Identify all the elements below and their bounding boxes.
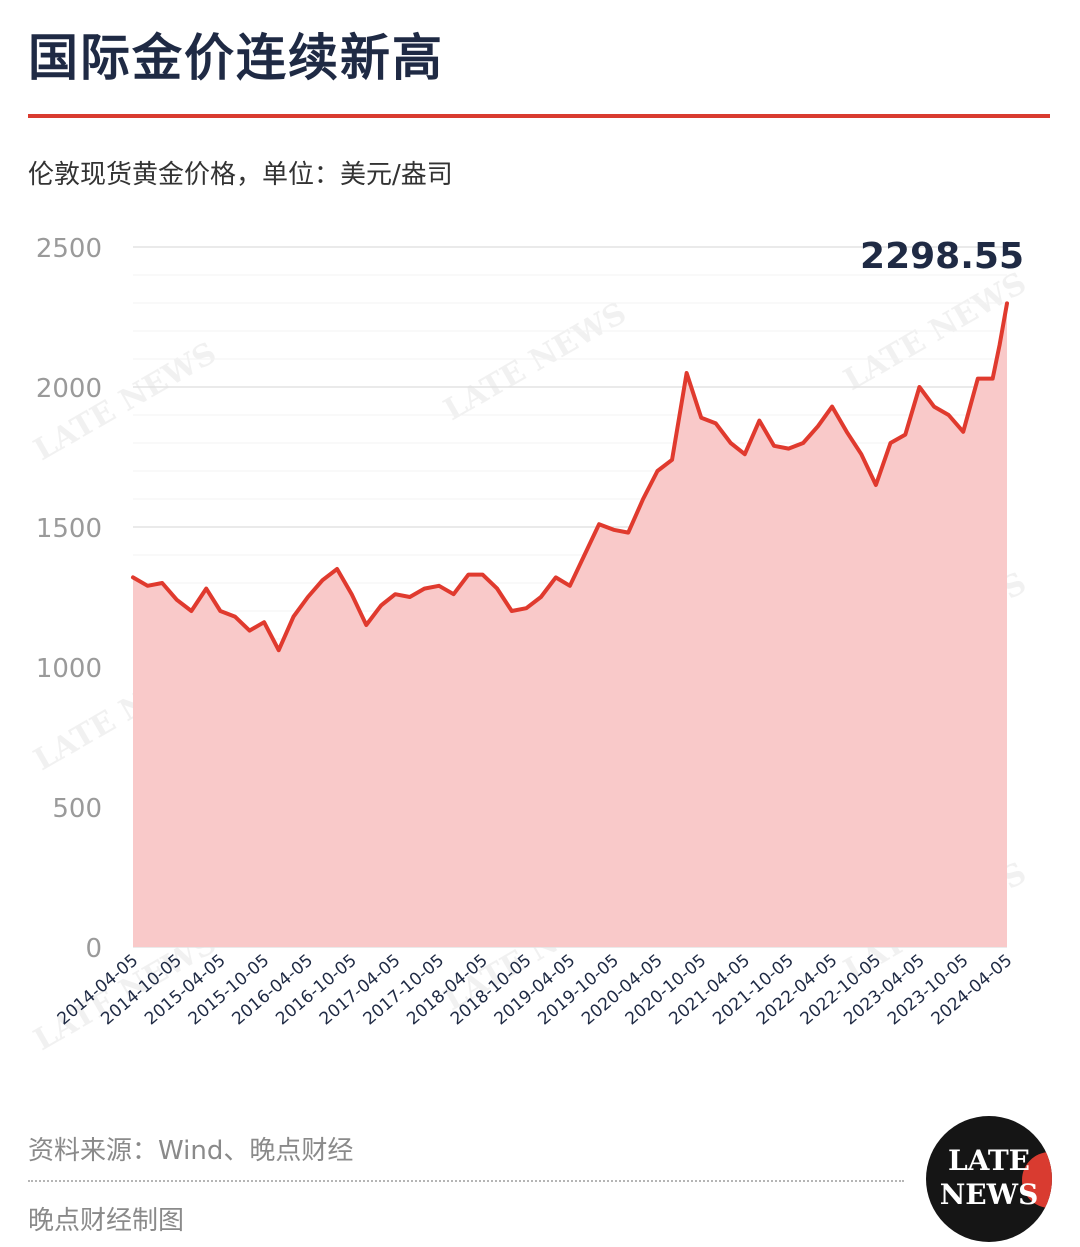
data-point bbox=[961, 430, 965, 434]
data-point bbox=[189, 609, 193, 613]
data-point bbox=[787, 447, 791, 451]
logo-text-line1: LATE bbox=[947, 1144, 1031, 1177]
y-tick-label: 2000 bbox=[36, 374, 102, 404]
data-point bbox=[757, 419, 761, 423]
data-source: 资料来源：Wind、晚点财经 bbox=[28, 1136, 354, 1166]
data-point bbox=[510, 609, 514, 613]
data-point bbox=[350, 592, 354, 596]
data-point bbox=[976, 377, 980, 381]
data-point bbox=[218, 609, 222, 613]
y-tick-label: 1500 bbox=[36, 514, 102, 544]
data-point bbox=[437, 584, 441, 588]
data-point bbox=[670, 458, 674, 462]
data-point bbox=[146, 584, 150, 588]
data-point bbox=[554, 575, 558, 579]
data-point bbox=[597, 522, 601, 526]
data-point bbox=[816, 424, 820, 428]
data-point bbox=[699, 416, 703, 420]
data-point bbox=[859, 452, 863, 456]
data-point bbox=[947, 413, 951, 417]
price-line bbox=[131, 301, 1009, 653]
y-tick-label: 0 bbox=[85, 934, 102, 964]
page-title: 国际金价连续新高 bbox=[28, 29, 444, 87]
data-point bbox=[998, 343, 1002, 347]
last-value-label: 2298.55 bbox=[860, 236, 1024, 277]
chart-subtitle: 伦敦现货黄金价格，单位：美元/盎司 bbox=[28, 160, 453, 190]
data-point bbox=[335, 567, 339, 571]
data-point bbox=[991, 377, 995, 381]
y-tick-label: 2500 bbox=[36, 234, 102, 264]
data-point bbox=[204, 587, 208, 591]
logo-text-line2: NEWS bbox=[939, 1178, 1039, 1211]
data-point bbox=[539, 595, 543, 599]
y-tick-label: 500 bbox=[52, 794, 102, 824]
data-point bbox=[160, 581, 164, 585]
chart-line-layer bbox=[131, 301, 1009, 653]
data-point bbox=[306, 595, 310, 599]
data-point bbox=[233, 615, 237, 619]
data-point bbox=[131, 575, 135, 579]
data-point bbox=[379, 603, 383, 607]
data-point bbox=[292, 615, 296, 619]
data-point bbox=[685, 371, 689, 375]
data-point bbox=[641, 497, 645, 501]
watermark-text: LATE NEWS bbox=[438, 296, 632, 428]
data-point bbox=[801, 441, 805, 445]
y-tick-label: 1000 bbox=[36, 654, 102, 684]
data-point bbox=[262, 620, 266, 624]
data-point bbox=[874, 483, 878, 487]
data-point bbox=[320, 578, 324, 582]
late-news-logo: LATE NEWS bbox=[926, 1116, 1052, 1242]
data-point bbox=[466, 573, 470, 577]
data-point bbox=[524, 606, 528, 610]
data-point bbox=[393, 592, 397, 596]
data-point bbox=[248, 629, 252, 633]
data-point bbox=[917, 385, 921, 389]
data-point bbox=[582, 553, 586, 557]
data-point bbox=[714, 421, 718, 425]
data-point bbox=[408, 595, 412, 599]
data-point bbox=[845, 430, 849, 434]
data-point bbox=[932, 405, 936, 409]
data-point bbox=[277, 648, 281, 652]
data-point bbox=[452, 592, 456, 596]
chart-credit: 晚点财经制图 bbox=[28, 1206, 185, 1236]
data-point bbox=[481, 573, 485, 577]
data-point bbox=[175, 598, 179, 602]
title-divider bbox=[28, 114, 1050, 118]
data-point bbox=[729, 441, 733, 445]
y-axis-ticks: 0 500 1000 1500 2000 2500 bbox=[36, 234, 102, 964]
data-point bbox=[568, 584, 572, 588]
data-point bbox=[364, 623, 368, 627]
data-point bbox=[772, 444, 776, 448]
footer-divider bbox=[28, 1180, 904, 1182]
chart-area-layer bbox=[133, 303, 1007, 947]
data-point bbox=[888, 441, 892, 445]
data-point bbox=[655, 469, 659, 473]
data-point bbox=[903, 433, 907, 437]
data-point bbox=[1005, 301, 1009, 305]
data-point bbox=[830, 405, 834, 409]
price-area bbox=[133, 303, 1007, 947]
data-point bbox=[743, 452, 747, 456]
data-point bbox=[626, 531, 630, 535]
data-point bbox=[495, 587, 499, 591]
data-point bbox=[612, 528, 616, 532]
data-point bbox=[422, 587, 426, 591]
